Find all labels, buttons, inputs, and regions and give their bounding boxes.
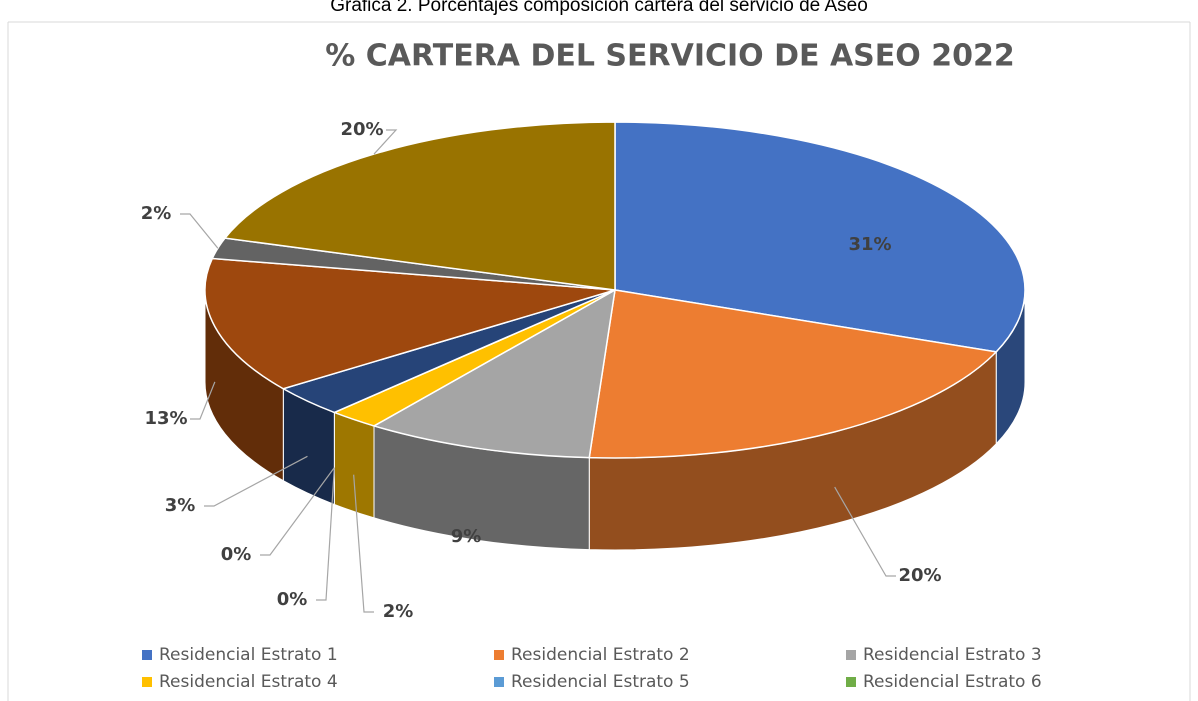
data-label: 0% <box>277 589 308 610</box>
slice <box>588 289 998 459</box>
top-faces <box>204 121 1026 459</box>
legend-label: Residencial Estrato 4 <box>159 672 338 692</box>
legend-swatch <box>494 650 504 660</box>
data-label: 20% <box>898 565 941 586</box>
leader-line <box>180 213 219 249</box>
slice <box>614 121 1026 353</box>
data-label: 9% <box>451 526 482 547</box>
data-label: 13% <box>144 408 187 429</box>
caption: Gráfica 2. Porcentajes composición carte… <box>330 0 868 16</box>
data-label: 2% <box>383 601 414 622</box>
slice-side <box>333 411 375 519</box>
legend-swatch <box>846 677 856 687</box>
leader-line <box>190 381 216 420</box>
legend-swatch <box>142 650 152 660</box>
legend-label: Residencial Estrato 6 <box>863 672 1042 692</box>
legend-label: Residencial Estrato 1 <box>159 645 338 665</box>
legend-label: Residencial Estrato 3 <box>863 645 1042 665</box>
data-label: 31% <box>848 234 891 255</box>
leader-line <box>834 486 896 577</box>
side-walls <box>204 289 1026 551</box>
legend-swatch <box>142 677 152 687</box>
legend-swatch <box>846 650 856 660</box>
leader-line <box>373 129 398 155</box>
data-label: 3% <box>165 495 196 516</box>
slice <box>204 257 616 390</box>
data-label: 2% <box>141 203 172 224</box>
leader-line <box>204 455 308 507</box>
legend-swatch <box>494 677 504 687</box>
data-label: 0% <box>221 544 252 565</box>
leader-line <box>353 474 374 613</box>
legend-label: Residencial Estrato 2 <box>511 645 690 665</box>
slice <box>372 288 616 459</box>
legend-label: Residencial Estrato 5 <box>511 672 690 692</box>
chart-title: % CARTERA DEL SERVICIO DE ASEO 2022 <box>325 39 1014 74</box>
leader-line <box>316 467 335 601</box>
data-label: 20% <box>340 119 383 140</box>
leader-line <box>260 467 335 556</box>
caption-bg <box>180 0 1020 20</box>
